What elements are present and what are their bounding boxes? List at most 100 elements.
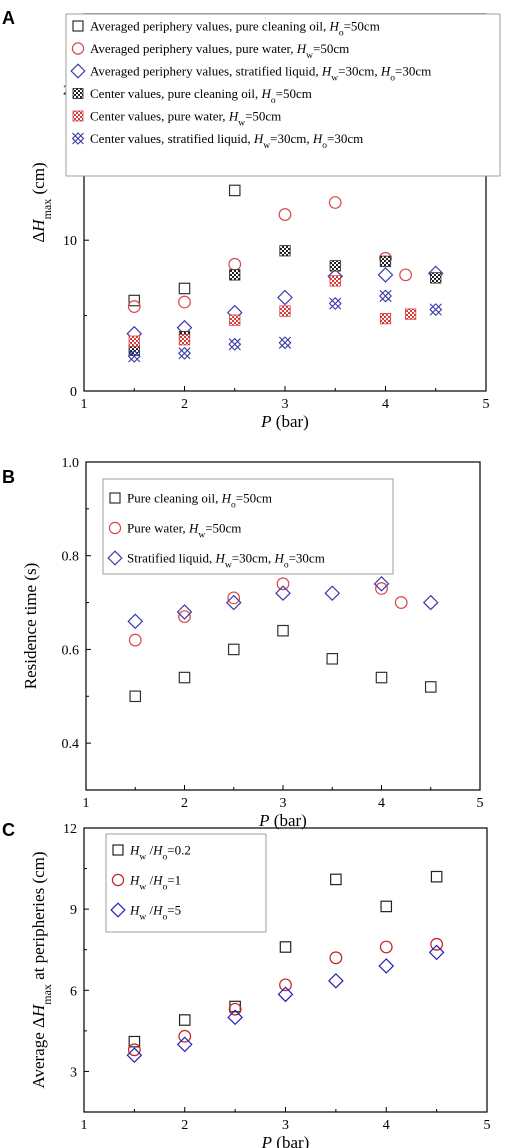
data-point	[329, 275, 341, 287]
data-point	[329, 951, 343, 965]
data-point	[330, 873, 342, 886]
data-point	[326, 652, 339, 665]
y-tick-label: 10	[63, 234, 77, 249]
x-tick-label: 1	[83, 796, 90, 811]
legend-marker	[70, 63, 86, 79]
data-point	[178, 282, 191, 295]
series-1	[129, 624, 437, 703]
y-tick-label: 0.8	[62, 550, 80, 565]
data-point	[228, 184, 241, 197]
data-point	[380, 900, 393, 913]
data-point	[422, 594, 439, 611]
series-2	[127, 196, 413, 313]
x-tick-label: 2	[181, 1118, 188, 1133]
data-point	[279, 941, 292, 953]
data-point	[379, 289, 392, 303]
legend: Averaged periphery values, pure cleaning…	[65, 13, 501, 177]
x-tick-label: 2	[181, 796, 188, 811]
data-point	[227, 591, 241, 605]
data-point	[178, 671, 191, 684]
x-tick-label: 2	[181, 397, 188, 412]
x-tick-label: 4	[382, 397, 389, 412]
legend-entry: Hw /Ho=0.2	[129, 843, 191, 863]
series-4	[128, 245, 442, 356]
chart-panel-a: A1234501020P (bar)ΔHmax (cm)Averaged per…	[2, 8, 501, 431]
data-point	[178, 1014, 191, 1026]
data-point	[128, 335, 140, 347]
data-point	[178, 334, 191, 346]
legend-marker	[107, 550, 123, 566]
data-point	[127, 613, 144, 630]
data-point	[128, 633, 142, 647]
y-axis-title: Residence time (s)	[21, 563, 40, 690]
legend-entry: Center values, pure water, Hw=50cm	[90, 109, 281, 129]
data-point	[227, 643, 240, 656]
data-point	[178, 1029, 192, 1043]
data-point	[379, 313, 392, 325]
panel-letter: B	[2, 467, 15, 487]
data-point	[229, 314, 241, 326]
data-point	[328, 297, 342, 311]
legend-marker	[108, 521, 122, 535]
legend-marker	[112, 844, 124, 856]
legend-box	[65, 13, 501, 177]
data-point	[375, 671, 388, 684]
y-tick-label: 9	[70, 903, 77, 918]
data-point	[399, 268, 413, 282]
series-6	[127, 289, 443, 363]
data-point	[329, 260, 341, 272]
data-point	[394, 596, 408, 609]
y-tick-label: 1.0	[62, 456, 80, 471]
series-3	[126, 944, 445, 1064]
data-point	[328, 196, 342, 209]
legend-box	[105, 833, 267, 933]
series-3	[127, 575, 439, 630]
legend-entry: Center values, stratified liquid, Hw=30c…	[90, 131, 363, 151]
panel-letter: C	[2, 820, 15, 840]
data-point	[227, 1009, 243, 1026]
data-point	[429, 303, 443, 317]
x-axis-title: P (bar)	[258, 811, 307, 830]
legend-entry: Center values, pure cleaning oil, Ho=50c…	[90, 86, 312, 106]
data-point	[229, 269, 241, 281]
data-point	[178, 610, 191, 624]
panel-letter: A	[2, 8, 15, 28]
data-point	[328, 972, 344, 989]
data-point	[129, 690, 142, 703]
series-5	[128, 275, 417, 347]
data-point	[279, 978, 292, 992]
legend-marker	[109, 492, 121, 504]
series-2	[128, 558, 408, 647]
x-tick-label: 5	[484, 1118, 491, 1133]
data-point	[228, 257, 242, 271]
data-point	[278, 208, 292, 221]
data-point	[377, 267, 394, 283]
x-tick-label: 1	[81, 397, 88, 412]
legend-entry: Stratified liquid, Hw=30cm, Ho=30cm	[127, 551, 325, 571]
data-point	[127, 1043, 141, 1057]
series-2	[127, 937, 444, 1057]
legend-entry: Hw /Ho=5	[129, 903, 181, 923]
x-tick-label: 5	[483, 397, 490, 412]
x-tick-label: 5	[477, 796, 484, 811]
data-point	[430, 870, 443, 883]
legend: Pure cleaning oil, Ho=50cm Pure water, Hw…	[102, 478, 394, 575]
data-point	[275, 585, 291, 602]
data-point	[375, 582, 388, 595]
y-tick-label: 0.4	[62, 737, 80, 752]
x-tick-label: 1	[81, 1118, 88, 1133]
data-point	[379, 255, 392, 267]
data-point	[278, 336, 292, 350]
data-point	[379, 940, 393, 954]
data-point	[430, 272, 442, 284]
x-tick-label: 3	[282, 1118, 289, 1133]
data-point	[126, 1047, 143, 1064]
data-point	[424, 681, 437, 693]
data-point	[276, 577, 290, 591]
legend-marker	[71, 42, 85, 55]
x-axis-title: P (bar)	[260, 412, 309, 431]
data-point	[277, 624, 289, 637]
data-point	[324, 585, 341, 602]
